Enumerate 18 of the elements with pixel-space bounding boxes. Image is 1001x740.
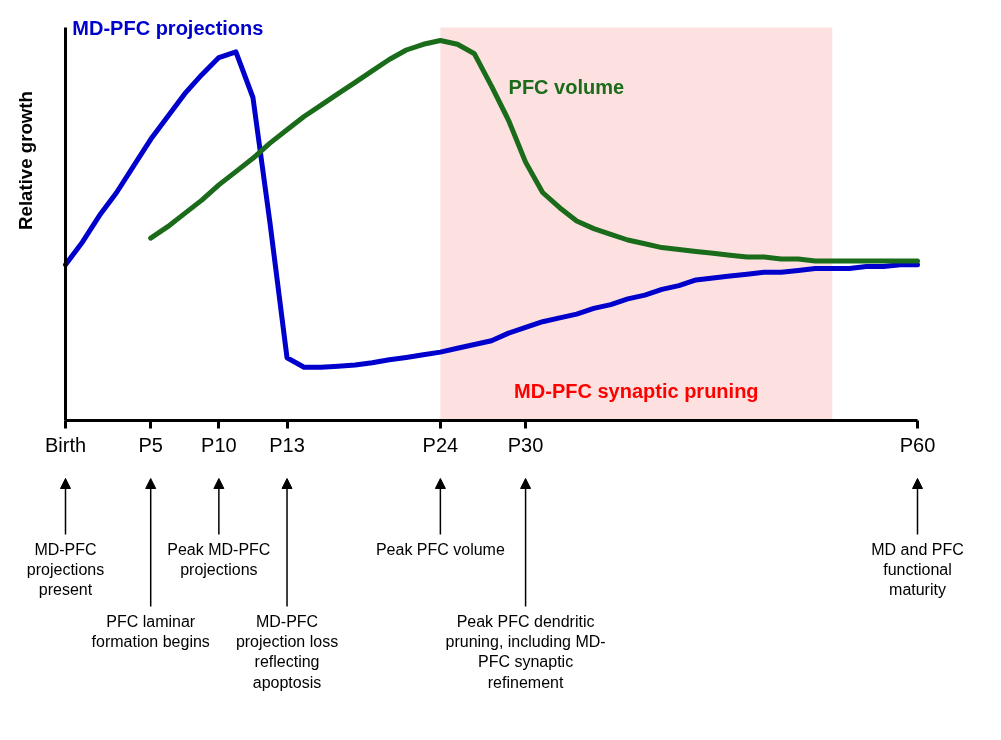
series-label: MD-PFC projections xyxy=(72,16,264,39)
x-tick-label: P13 xyxy=(269,433,305,456)
x-tick-label: P10 xyxy=(201,433,237,456)
x-tick-label: P24 xyxy=(422,433,459,456)
text: MD and PFC functional maturity xyxy=(871,540,964,599)
annotation: MD-PFC synaptic pruning xyxy=(514,379,759,402)
text: Peak PFC dendritic pruning, including MD-PFC synaptic refinement xyxy=(445,612,606,691)
series-label: PFC volume xyxy=(508,75,625,98)
x-tick-label: P5 xyxy=(138,433,163,456)
x-tick-label: Birth xyxy=(44,433,87,456)
text: Peak MD-PFC projections xyxy=(167,540,271,578)
text: MD-PFC projection loss reflecting apoptosis xyxy=(235,612,339,691)
x-tick-label: P60 xyxy=(899,433,936,456)
text: Peak PFC volume xyxy=(375,540,505,558)
text: PFC laminar formation begins xyxy=(91,612,210,650)
text: MD-PFC projections present xyxy=(26,540,105,599)
y-axis-title: Relative growth xyxy=(15,91,36,230)
x-tick-label: P30 xyxy=(507,433,544,456)
